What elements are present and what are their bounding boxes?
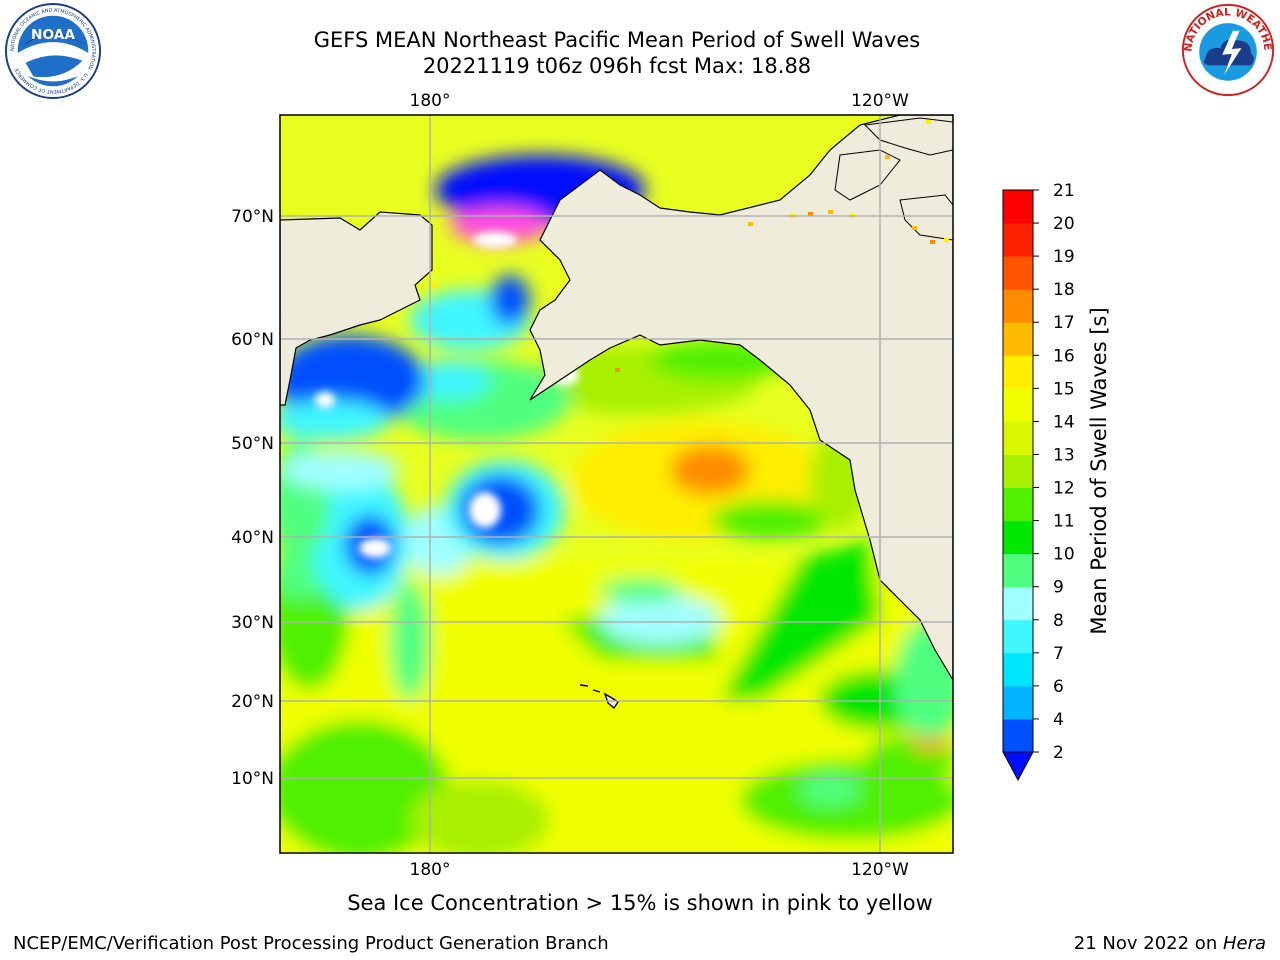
- colorbar-tick-label: 20: [1053, 214, 1075, 234]
- colorbar-segment: [1003, 553, 1033, 588]
- lon-label-top-120w: 120°W: [851, 91, 909, 111]
- colorbar-tick-label: 11: [1053, 512, 1075, 532]
- colorbar-tick-label: 2: [1053, 743, 1064, 763]
- lat-label-20n: 20°N: [231, 692, 274, 712]
- colorbar-segment: [1003, 190, 1033, 224]
- colorbar-tick-label: 21: [1053, 181, 1075, 201]
- lon-label-top-180: 180°: [410, 91, 451, 111]
- colorbar-tick-label: 8: [1053, 611, 1064, 631]
- colorbar-segment: [1003, 487, 1033, 522]
- colorbar-extend-arrow: [1002, 751, 1034, 782]
- map-frame: [279, 114, 954, 854]
- colorbar-segment: [1003, 289, 1033, 323]
- colorbar-segment: [1003, 223, 1033, 257]
- colorbar-segment: [1003, 718, 1033, 753]
- map-plot-area: [280, 115, 953, 853]
- colorbar-tick-label: 15: [1053, 379, 1075, 399]
- lon-label-bottom-180: 180°: [410, 860, 451, 880]
- lat-label-30n: 30°N: [231, 613, 274, 633]
- colorbar-segment: [1003, 355, 1033, 389]
- colorbar-tick-label: 17: [1053, 313, 1075, 333]
- lat-label-10n: 10°N: [231, 769, 274, 789]
- swell-period-field: [280, 155, 953, 853]
- graticule: [280, 115, 953, 853]
- colorbar-segment: [1003, 256, 1033, 290]
- colorbar-segment: [1003, 652, 1033, 687]
- noaa-logo: NOAA NATIONAL OCEANIC AND ATMOSPHERIC AD…: [4, 2, 102, 100]
- colorbar-segment: [1003, 421, 1033, 455]
- colorbar-tick-label: 7: [1053, 644, 1064, 664]
- lon-label-bottom-120w: 120°W: [851, 860, 909, 880]
- colorbar-tick-label: 14: [1053, 412, 1075, 432]
- colorbar-segment: [1003, 619, 1033, 654]
- colorbar-segment: [1003, 454, 1033, 489]
- colorbar-segment: [1003, 388, 1033, 422]
- lat-label-60n: 60°N: [231, 330, 274, 350]
- colorbar-tick-label: 9: [1053, 578, 1064, 598]
- colorbar-tick-label: 16: [1053, 346, 1075, 366]
- footer-branch: NCEP/EMC/Verification Post Processing Pr…: [13, 933, 609, 954]
- lat-label-50n: 50°N: [231, 434, 274, 454]
- lat-label-40n: 40°N: [231, 528, 274, 548]
- colorbar-segment: [1003, 586, 1033, 621]
- colorbar-tick-label: 4: [1053, 710, 1064, 730]
- colorbar: 2 4 6 7 8 9 10 11 12 13 14 15 16 17 18 19 20 21: [1002, 181, 1075, 763]
- siberia-land: [280, 211, 433, 406]
- colorbar-tick-label: 12: [1053, 479, 1075, 499]
- colorbar-tick-label: 18: [1053, 280, 1075, 300]
- sea-ice-caption: Sea Ice Concentration > 15% is shown in …: [347, 891, 933, 915]
- colorbar-segment: [1003, 520, 1033, 555]
- noaa-logo-text: NOAA: [31, 27, 75, 43]
- colorbar-tick-label: 19: [1053, 247, 1075, 267]
- forecast-subtitle: 20221119 t06z 096h fcst Max: 18.88: [422, 54, 812, 78]
- colorbar-tick-label: 13: [1053, 445, 1075, 465]
- colorbar-tick-label: 6: [1053, 677, 1064, 697]
- colorbar-segment: [1003, 685, 1033, 720]
- colorbar-segment: [1003, 322, 1033, 356]
- colorbar-label: Mean Period of Swell Waves [s]: [1087, 307, 1111, 634]
- nws-logo: NATIONAL WEATHER SERVICE: [1180, 2, 1275, 97]
- colorbar-tick-label: 10: [1053, 545, 1075, 565]
- map-title: GEFS MEAN Northeast Pacific Mean Period …: [313, 28, 921, 52]
- lat-label-70n: 70°N: [231, 207, 274, 227]
- north-america-land: [529, 115, 953, 682]
- footer-date: 21 Nov 2022 on Hera: [1073, 933, 1266, 954]
